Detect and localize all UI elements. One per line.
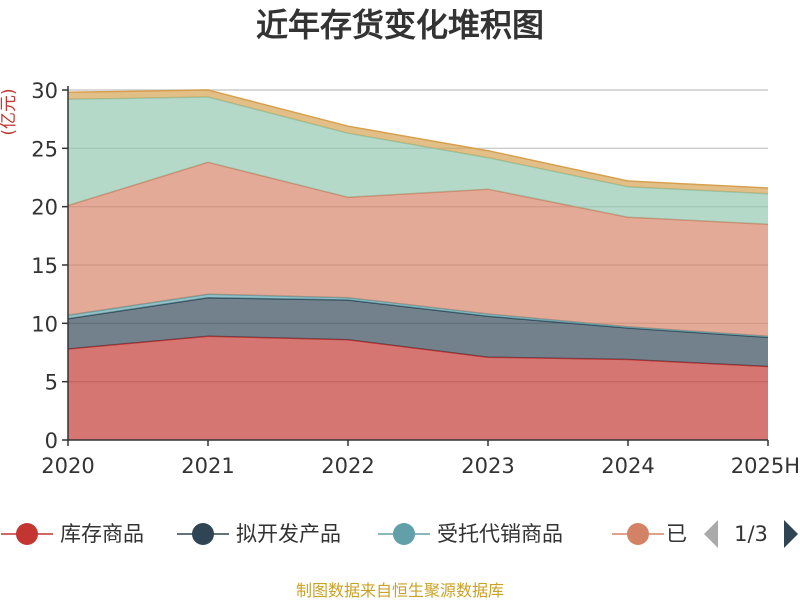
y-tick-label: 5 (45, 371, 58, 395)
legend-label: 已 (666, 522, 687, 546)
area-series-3 (68, 162, 768, 337)
legend-page-indicator: 1/3 (734, 522, 768, 546)
legend-next-icon[interactable] (784, 520, 798, 548)
y-tick-label: 0 (45, 429, 58, 453)
legend-label: 库存商品 (60, 522, 144, 546)
y-tick-label: 10 (31, 312, 58, 336)
legend-item[interactable]: 受托代销商品 (378, 522, 563, 546)
x-tick-label: 2022 (321, 454, 374, 478)
area-series-5 (68, 90, 768, 194)
y-tick-label: 25 (31, 137, 58, 161)
y-tick-label: 30 (31, 79, 58, 103)
legend-item[interactable]: 拟开发产品 (177, 522, 341, 546)
legend-marker-icon (627, 523, 649, 545)
chart-title: 近年存货变化堆积图 (256, 6, 544, 44)
legend-marker-icon (393, 523, 415, 545)
x-tick-label: 2021 (181, 454, 234, 478)
x-tick-label: 2025H (731, 454, 800, 478)
legend-label: 拟开发产品 (236, 522, 341, 546)
legend-item[interactable]: 库存商品 (1, 522, 144, 546)
x-tick-label: 2024 (601, 454, 654, 478)
y-axis-label: (亿元) (0, 88, 19, 135)
area-series-line-5 (67, 89, 769, 189)
x-tick-label: 2023 (461, 454, 514, 478)
area-series (67, 89, 769, 440)
legend-item[interactable]: 已 (612, 522, 687, 546)
source-note: 制图数据来自恒生聚源数据库 (296, 581, 504, 600)
legend-marker-icon (192, 523, 214, 545)
y-tick-label: 20 (31, 196, 58, 220)
y-tick-label: 15 (31, 254, 58, 278)
axes: 0 5 10 15 20 25 30 2020 2021 2022 2023 2024 2025H (31, 79, 800, 478)
area-series-4 (68, 97, 768, 225)
legend-pager: 1/3 (704, 520, 798, 548)
legend-marker-icon (16, 523, 38, 545)
legend-label: 受托代销商品 (437, 522, 563, 546)
area-series-0 (68, 336, 768, 440)
area-series-1 (68, 297, 768, 367)
legend: 库存商品 拟开发产品 受托代销商品 已 (1, 522, 687, 546)
legend-prev-icon[interactable] (704, 520, 718, 548)
x-tick-label: 2020 (41, 454, 94, 478)
